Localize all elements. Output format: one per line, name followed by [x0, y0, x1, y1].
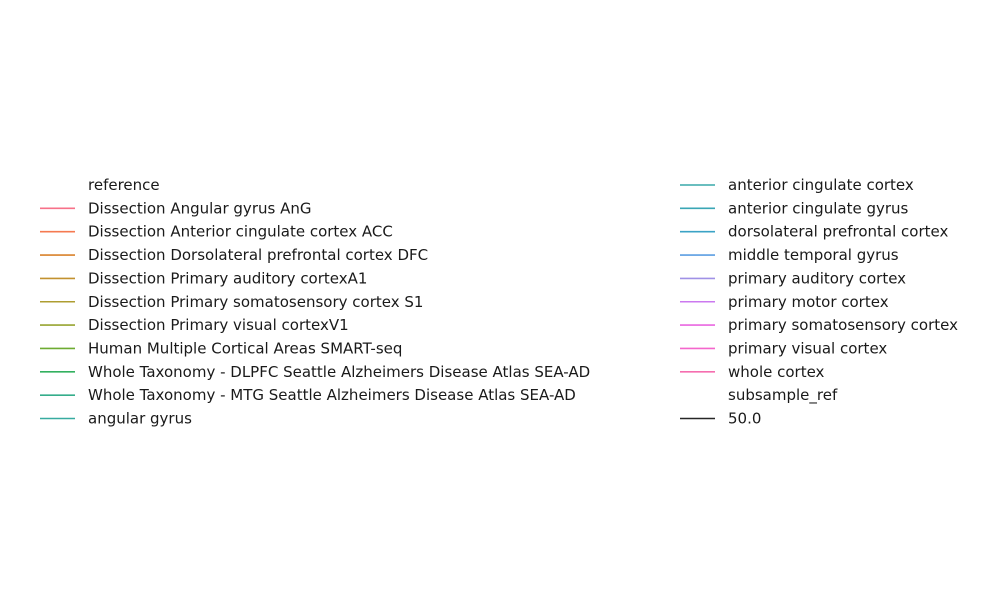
- legend-entry-label: primary auditory cortex: [728, 269, 906, 287]
- legend-entry-label: anterior cingulate gyrus: [728, 199, 909, 217]
- legend-entry-label: Dissection Primary auditory cortexA1: [88, 269, 367, 287]
- legend-entry-label: middle temporal gyrus: [728, 246, 899, 264]
- legend-group-title: reference: [88, 176, 160, 194]
- legend-entry-label: angular gyrus: [88, 410, 192, 428]
- legend-entry-label: Human Multiple Cortical Areas SMART-seq: [88, 339, 402, 357]
- legend-entry-label: Dissection Angular gyrus AnG: [88, 199, 311, 217]
- legend-entry-label: 50.0: [728, 410, 761, 428]
- legend-entry-label: Whole Taxonomy - DLPFC Seattle Alzheimer…: [88, 363, 590, 381]
- legend-entry-label: Dissection Anterior cingulate cortex ACC: [88, 223, 393, 241]
- legend-entry-label: Dissection Primary visual cortexV1: [88, 316, 349, 334]
- legend-entry-label: whole cortex: [728, 363, 825, 381]
- legend-entry-label: anterior cingulate cortex: [728, 176, 914, 194]
- legend-entry-label: primary motor cortex: [728, 293, 889, 311]
- legend-entry-label: Whole Taxonomy - MTG Seattle Alzheimers …: [88, 386, 576, 404]
- legend-entry-label: Dissection Dorsolateral prefrontal corte…: [88, 246, 428, 264]
- legend-entry-label: dorsolateral prefrontal cortex: [728, 223, 948, 241]
- legend-entry-label: Dissection Primary somatosensory cortex …: [88, 293, 423, 311]
- legend-entry-label: primary visual cortex: [728, 339, 887, 357]
- legend-group-title: subsample_ref: [728, 386, 838, 405]
- legend-entry-label: primary somatosensory cortex: [728, 316, 958, 334]
